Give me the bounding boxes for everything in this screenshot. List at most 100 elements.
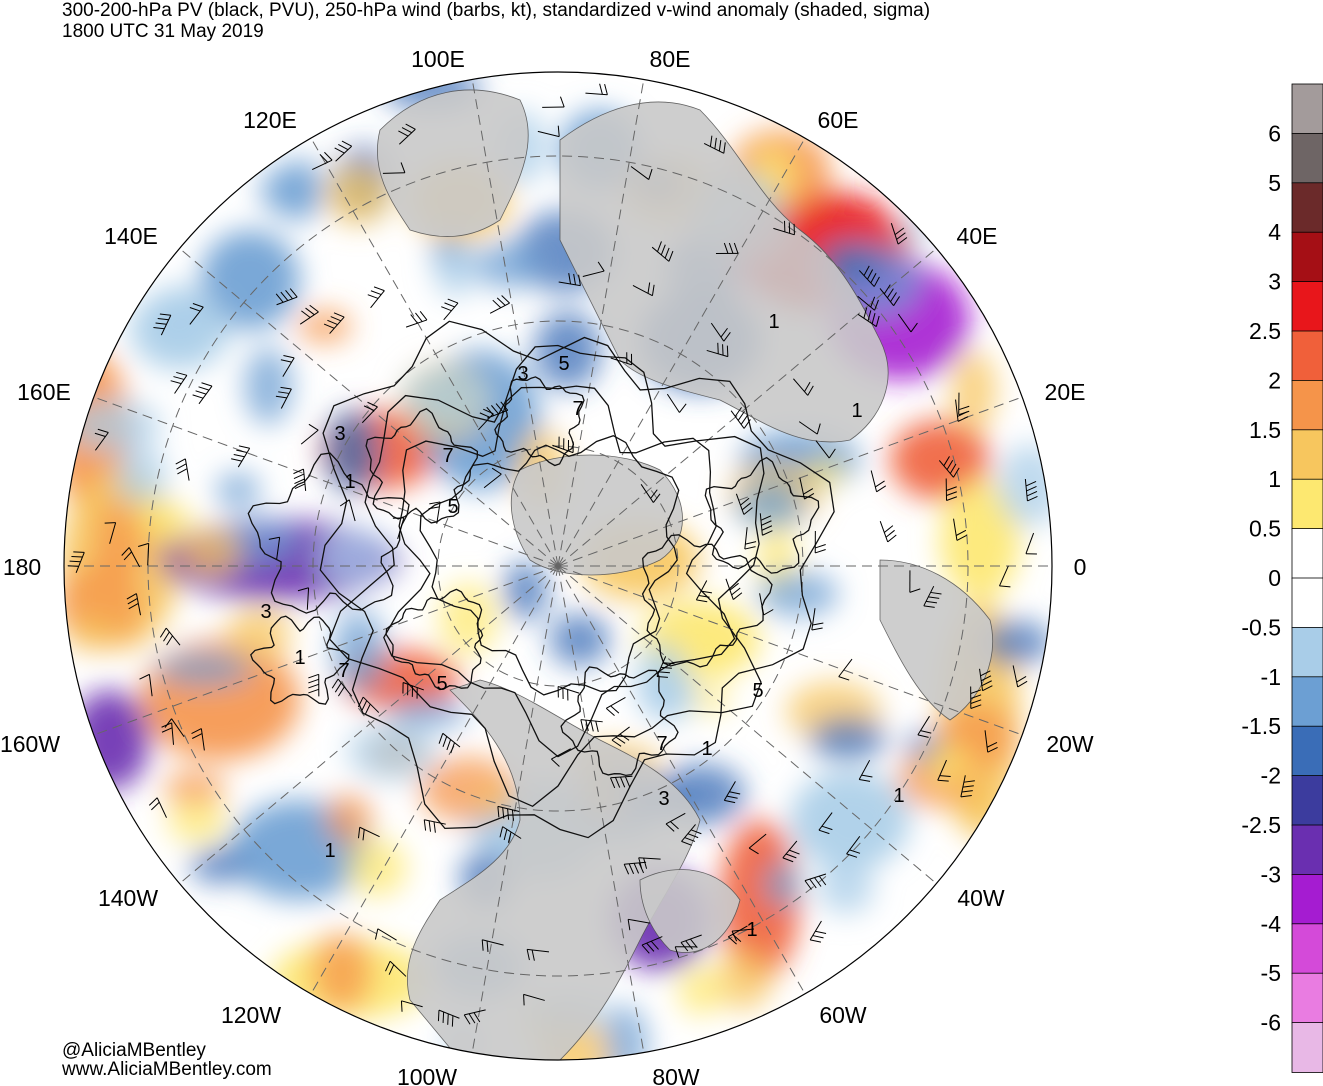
colorbar-boxes	[1291, 83, 1323, 1073]
anomaly-blob	[534, 311, 602, 390]
anomaly-blob	[311, 932, 373, 1012]
wind-barb	[497, 805, 520, 821]
wind-barb	[857, 295, 879, 311]
map-disc	[64, 72, 1052, 1060]
colorbar-label: -4	[1261, 911, 1282, 937]
colorbar-box	[1291, 775, 1323, 826]
colorbar-label: 2	[1268, 367, 1281, 393]
longitude-label: 120E	[243, 107, 297, 133]
anomaly-blob	[346, 838, 407, 898]
longitude-label: 100W	[397, 1064, 457, 1086]
anomaly-blob	[817, 863, 875, 915]
latitude-circle	[437, 445, 679, 687]
anomaly-blob	[325, 164, 391, 226]
wind-barb	[605, 697, 626, 717]
wind-barb	[405, 310, 428, 328]
anomaly-blob	[227, 606, 292, 662]
anomaly-blob	[473, 787, 523, 814]
contour-label: 5	[447, 496, 458, 518]
colorbar-labels: 6 5 4 3 2.5 2 1.5 1 0.5 0 -0.5 -1 -1.5 -2 -2.5 -3 -4 -5 -6	[1241, 120, 1281, 1035]
wind-barb	[428, 501, 441, 524]
colorbar-label: -3	[1261, 861, 1281, 887]
wind-barb	[551, 748, 571, 767]
wind-barb	[715, 242, 739, 254]
wind-barb	[437, 1009, 460, 1027]
colorbar-label: -1	[1261, 664, 1281, 690]
longitude-label: 140W	[98, 885, 158, 911]
wind-barb	[385, 960, 407, 977]
wind-barb	[481, 939, 504, 952]
meridian-line	[93, 565, 559, 736]
wind-barb	[917, 715, 932, 738]
wind-barb	[666, 393, 687, 413]
wind-barb	[695, 580, 713, 603]
wind-barb	[138, 542, 150, 566]
colorbar-label: -5	[1261, 960, 1281, 986]
contour-labels: 3 5 7 3 1 7 5 1 3 1 7 5 1 5 7 1 3 1 1 1	[260, 311, 904, 941]
pv-contour	[641, 534, 773, 668]
wind-barb	[632, 282, 655, 297]
wind-barb	[706, 342, 729, 358]
wind-barb	[681, 824, 702, 846]
longitude-label: 140E	[104, 223, 158, 249]
meridian-line	[557, 565, 806, 995]
wind-barb	[665, 812, 686, 832]
wind-barb	[870, 470, 887, 493]
wind-barb	[858, 265, 880, 287]
meridian-line	[557, 248, 937, 567]
wind-barb	[361, 401, 378, 424]
longitude-label: 80E	[650, 46, 691, 72]
wind-barb	[542, 96, 565, 108]
wind-barb	[523, 993, 545, 1006]
wind-barb	[175, 458, 190, 481]
longitude-label: 160W	[0, 731, 60, 757]
anomaly-blob	[685, 688, 731, 713]
anomaly-blob	[809, 717, 887, 761]
anomaly-blob	[276, 158, 325, 222]
colorbar-box	[1291, 874, 1323, 925]
pv-contour	[250, 615, 350, 705]
anomaly-blob	[978, 620, 1052, 666]
wind-barb	[311, 151, 333, 171]
pv-contour	[383, 385, 736, 758]
wind-barb	[331, 678, 353, 697]
wind-barb	[499, 826, 522, 843]
anomaly-blob	[326, 793, 372, 844]
land-mask	[879, 559, 993, 721]
meridian-line	[557, 565, 1023, 736]
anomaly-blob	[640, 668, 697, 722]
wind-barb	[923, 585, 942, 608]
meridian-line	[557, 79, 645, 567]
wind-barbs	[67, 83, 1038, 1027]
land-mask	[559, 101, 889, 443]
anomaly-blob	[155, 284, 202, 346]
meridian-line	[557, 565, 645, 1053]
wind-barb	[838, 658, 853, 681]
anomaly-blob	[93, 499, 145, 581]
meridian-line	[310, 137, 559, 567]
wind-barb	[710, 322, 731, 342]
longitude-label: 40E	[957, 223, 998, 249]
wind-barb	[526, 948, 550, 961]
wind-barb	[773, 220, 795, 236]
anomaly-blob	[735, 480, 806, 529]
wind-barb	[153, 313, 172, 336]
anomaly-blob	[347, 722, 437, 781]
wind-barb	[640, 484, 661, 503]
wind-barb	[268, 536, 281, 560]
wind-barb	[580, 719, 603, 732]
wind-barb	[558, 273, 581, 287]
colorbar-label: 6	[1268, 120, 1281, 146]
colorbar-box	[1291, 478, 1323, 530]
wind-barb	[627, 918, 650, 931]
wind-barb	[811, 608, 824, 631]
pv-contour	[704, 456, 820, 574]
anomaly-blob	[890, 420, 990, 500]
wind-barb	[656, 656, 674, 678]
wind-barb	[308, 673, 320, 697]
wind-barb	[809, 920, 827, 943]
longitude-label: 120W	[221, 1002, 281, 1028]
wind-barb	[953, 518, 967, 541]
wind-barb	[879, 521, 897, 543]
wind-barb	[293, 468, 307, 491]
